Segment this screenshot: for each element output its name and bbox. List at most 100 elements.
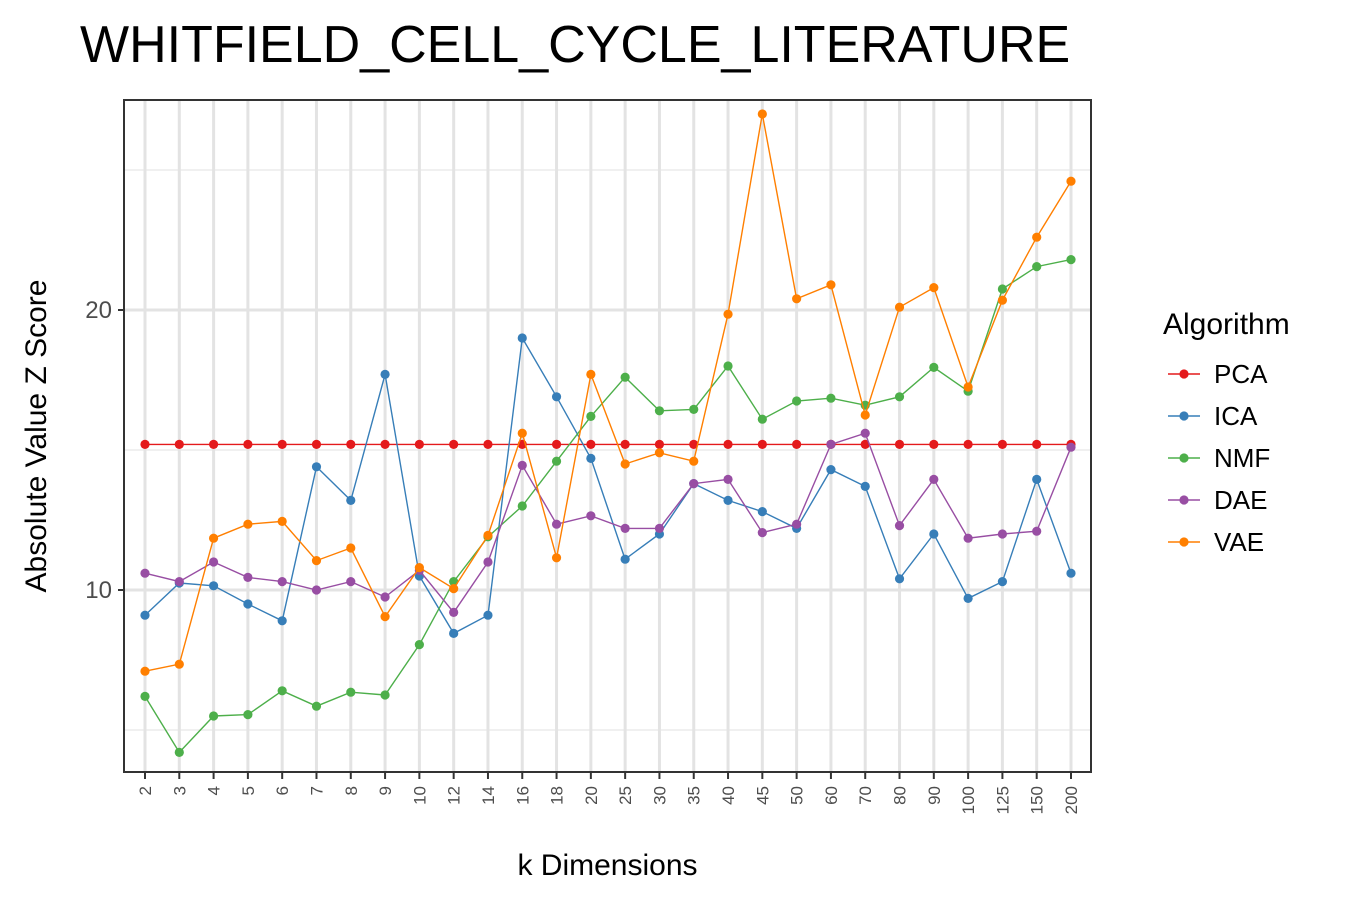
data-point-nmf [586,411,596,421]
x-tick-label: 2 [136,786,155,795]
data-point-ica [208,581,219,591]
data-point-nmf [311,701,322,711]
data-point-ica [346,495,356,505]
data-point-nmf [997,284,1008,294]
x-tick-label: 10 [410,786,429,805]
data-point-nmf [757,414,767,424]
data-point-dae [346,577,356,587]
data-point-nmf [826,393,836,403]
data-point-vae [586,369,596,379]
x-tick-label: 30 [650,786,669,805]
x-tick-label: 45 [753,786,772,805]
data-point-pca [792,439,802,449]
plot-panel-border [123,99,1092,773]
x-tick-label: 14 [479,786,498,805]
data-point-dae [929,474,939,484]
data-point-dae [551,519,562,529]
data-point-vae [1032,232,1042,242]
data-point-vae [414,563,424,573]
data-point-nmf [792,396,802,406]
x-tick-label: 50 [788,786,807,805]
data-point-ica [586,453,596,463]
x-axis-title: k Dimensions [517,849,697,882]
data-point-ica [894,574,905,584]
data-point-nmf [894,392,905,402]
data-point-vae [346,543,356,553]
data-point-ica [483,610,493,620]
legend-title: Algorithm [1163,308,1290,341]
x-tick-label: 80 [891,786,910,805]
x-tick-label: 7 [307,786,326,795]
data-point-dae [174,577,184,587]
data-point-pca [414,439,424,449]
x-tick-label: 9 [376,786,395,795]
x-tick-label: 25 [616,786,635,805]
data-point-vae [963,382,973,392]
legend-key-point-pca [1179,369,1189,379]
data-point-ica [963,593,973,604]
grid [124,100,1091,772]
data-point-vae [826,280,836,290]
data-point-pca [1032,439,1042,449]
data-point-vae [860,410,870,420]
data-point-vae [483,530,493,541]
legend-label-pca: PCA [1214,359,1268,389]
y-tick-label: 10 [85,577,112,604]
x-tick-label: 70 [856,786,875,805]
data-point-dae [277,577,287,587]
data-point-ica [243,599,253,609]
legend: Algorithm PCA ICA NMF DAE VAE [1163,308,1290,557]
data-point-vae [1066,176,1076,186]
data-point-pca [243,439,253,449]
data-point-nmf [277,686,287,696]
data-point-vae [723,309,733,319]
data-point-dae [997,529,1008,539]
data-point-nmf [243,710,253,720]
data-point-vae [517,428,527,438]
data-point-nmf [414,640,424,650]
series-line-dae [144,432,1072,614]
data-point-nmf [346,687,356,697]
data-point-dae [140,568,150,578]
data-point-ica [1032,474,1042,484]
data-point-dae [792,519,802,529]
data-point-ica [757,507,767,517]
data-point-nmf [208,711,219,721]
data-point-pca [346,439,356,449]
data-point-pca [483,439,493,449]
data-point-pca [689,439,699,449]
data-point-nmf [140,691,150,702]
data-point-ica [929,529,939,539]
data-point-ica [277,616,287,626]
x-tick-label: 8 [342,786,361,795]
legend-key-point-vae [1179,537,1189,547]
y-tick-label: 20 [85,297,112,324]
data-point-nmf [380,690,390,700]
data-point-dae [208,557,219,567]
data-point-vae [997,295,1008,305]
data-point-dae [1032,526,1042,536]
data-point-nmf [1032,262,1042,272]
data-point-ica [723,495,733,505]
data-point-pca [277,439,287,449]
legend-key-point-nmf [1179,453,1189,463]
data-point-dae [860,428,870,438]
data-point-nmf [517,501,527,511]
x-tick-label: 18 [548,786,567,805]
data-point-dae [620,523,630,534]
data-point-pca [723,439,733,449]
legend-key-point-ica [1179,411,1189,421]
x-tick-label: 12 [445,786,464,805]
series-line-ica [144,335,1072,635]
data-point-ica [620,554,630,564]
data-point-pca [654,439,665,449]
data-point-ica [997,577,1008,587]
x-tick-label: 60 [822,786,841,805]
data-point-dae [689,479,699,489]
data-point-ica [140,610,150,620]
data-point-dae [483,557,493,567]
data-point-vae [380,612,390,622]
x-tick-label: 3 [170,786,189,795]
data-point-nmf [1066,255,1076,265]
data-point-ica [517,333,527,343]
